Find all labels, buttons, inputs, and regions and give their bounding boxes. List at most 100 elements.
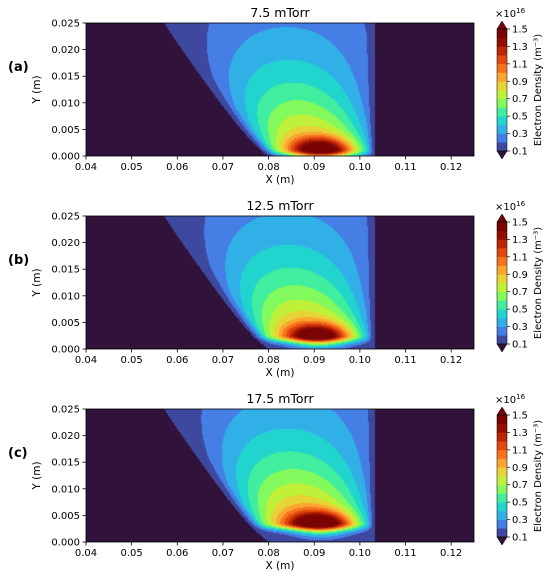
- colorbar-band: [497, 300, 507, 310]
- colorbar-band: [497, 239, 507, 249]
- colorbar-band: [497, 326, 507, 336]
- y-axis-label: Y (m): [31, 75, 43, 104]
- x-axis-label: X (m): [266, 174, 295, 186]
- colorbar-multiplier: ×1016: [495, 393, 526, 406]
- colorbar-tick-label: 0.1: [512, 340, 528, 351]
- panel-3: 17.5 mTorr (c) 0.04 0.05 0.06 0.07 0.08 0.09 0.1…: [8, 391, 544, 572]
- y-tick-label: 0.000: [51, 538, 80, 549]
- x-tick-label: 0.11: [394, 548, 416, 559]
- x-tick-label: 0.10: [349, 355, 371, 366]
- colorbar-band: [497, 116, 507, 126]
- colorbar-tick-label: 0.5: [512, 112, 528, 123]
- x-tick-label: 0.10: [349, 548, 371, 559]
- colorbar-band: [497, 510, 507, 520]
- colorbar-band: [497, 46, 507, 56]
- colorbar: 0.1 0.3 0.5 0.7 0.9 1.1 1.3 1.5 ×1016 Electron De…: [495, 7, 544, 160]
- x-tick-label: 0.04: [75, 162, 97, 173]
- y-tick-label: 0.005: [51, 125, 80, 136]
- y-tick-label: 0.015: [51, 72, 80, 83]
- colorbar-tick-label: 0.5: [512, 305, 528, 316]
- x-tick-label: 0.09: [303, 355, 325, 366]
- y-tick-label: 0.020: [51, 45, 80, 56]
- colorbar-multiplier: ×1016: [495, 200, 526, 213]
- y-axis-label: Y (m): [31, 461, 43, 490]
- colorbar-tick-label: 0.5: [512, 498, 528, 509]
- colorbar-tick-label: 1.1: [512, 252, 528, 263]
- colorbar-band: [497, 502, 507, 512]
- colorbar-band: [497, 133, 507, 143]
- x-tick-label: 0.05: [121, 162, 143, 173]
- y-tick-label: 0.010: [51, 98, 80, 109]
- x-tick-label: 0.09: [303, 548, 325, 559]
- colorbar-tick-label: 1.5: [512, 25, 528, 36]
- colorbar-band: [497, 291, 507, 301]
- colorbar-band: [497, 81, 507, 91]
- x-axis-label: X (m): [266, 367, 295, 379]
- colorbar-band: [497, 63, 507, 73]
- colorbar-tick-label: 0.7: [512, 94, 528, 105]
- colorbar-band: [497, 335, 507, 345]
- x-tick-label: 0.12: [440, 548, 462, 559]
- colorbar-band: [497, 256, 507, 266]
- colorbar-frame: [496, 28, 508, 152]
- colorbar-tick-label: 0.7: [512, 287, 528, 298]
- colorbar-label: Electron Density (m⁻³): [533, 420, 544, 532]
- y-tick-label: 0.020: [51, 431, 80, 442]
- colorbar-tick-label: 0.7: [512, 480, 528, 491]
- colorbar-tick-label: 1.3: [512, 428, 528, 439]
- colorbar-extend-max: [496, 406, 508, 416]
- density-heatmap: [86, 409, 474, 542]
- colorbar-band: [497, 37, 507, 47]
- panel-2: 12.5 mTorr (b) 0.04 0.05 0.06 0.07 0.08 0.09 0.1…: [8, 198, 544, 379]
- colorbar-tick-label: 1.1: [512, 445, 528, 456]
- colorbar-frame: [496, 414, 508, 538]
- panel-1: 7.5 mTorr(a)0.04 0.05 0.06 0.07 0.08 0.09 0.10…: [8, 5, 544, 186]
- x-tick-label: 0.11: [394, 355, 416, 366]
- x-tick-label: 0.11: [394, 162, 416, 173]
- x-tick-label: 0.12: [440, 355, 462, 366]
- colorbar-band: [497, 441, 507, 451]
- colorbar-tick-label: 1.5: [512, 218, 528, 229]
- axes-frame: [85, 22, 475, 157]
- x-tick-label: 0.07: [212, 548, 234, 559]
- y-tick-label: 0.020: [51, 238, 80, 249]
- colorbar-tick-label: 0.1: [512, 147, 528, 158]
- x-tick-label: 0.10: [349, 162, 371, 173]
- colorbar-band: [497, 29, 507, 39]
- x-tick-label: 0.04: [75, 548, 97, 559]
- colorbar-band: [497, 265, 507, 275]
- colorbar-band: [497, 90, 507, 100]
- y-tick-label: 0.025: [51, 212, 80, 223]
- panel-label: (c): [8, 446, 28, 461]
- colorbar-tick-label: 1.5: [512, 411, 528, 422]
- colorbar-extend-max: [496, 213, 508, 223]
- colorbar-band: [497, 248, 507, 258]
- x-tick-label: 0.08: [257, 162, 279, 173]
- colorbar-band: [497, 98, 507, 108]
- colorbar-frame: [496, 221, 508, 345]
- colorbar-multiplier: ×1016: [495, 7, 526, 20]
- colorbar-extend-min: [496, 343, 508, 353]
- x-tick-label: 0.12: [440, 162, 462, 173]
- x-tick-label: 0.05: [121, 548, 143, 559]
- colorbar-band: [497, 55, 507, 65]
- colorbar-extend-min: [496, 150, 508, 160]
- x-axis-label: X (m): [266, 560, 295, 572]
- y-tick-label: 0.025: [51, 405, 80, 416]
- colorbar-band: [497, 283, 507, 293]
- colorbar-tick-label: 0.9: [512, 270, 528, 281]
- colorbar-tick-label: 1.3: [512, 42, 528, 53]
- x-tick-label: 0.07: [212, 355, 234, 366]
- panel-label: (a): [8, 60, 29, 75]
- colorbar-band: [497, 423, 507, 433]
- colorbar-band: [497, 484, 507, 494]
- colorbar-band: [497, 493, 507, 503]
- density-heatmap: [86, 23, 474, 156]
- colorbar-extend-min: [496, 536, 508, 546]
- y-tick-label: 0.015: [51, 265, 80, 276]
- colorbar-band: [497, 309, 507, 319]
- colorbar-band: [497, 528, 507, 538]
- y-tick-label: 0.000: [51, 345, 80, 356]
- colorbar-band: [497, 142, 507, 152]
